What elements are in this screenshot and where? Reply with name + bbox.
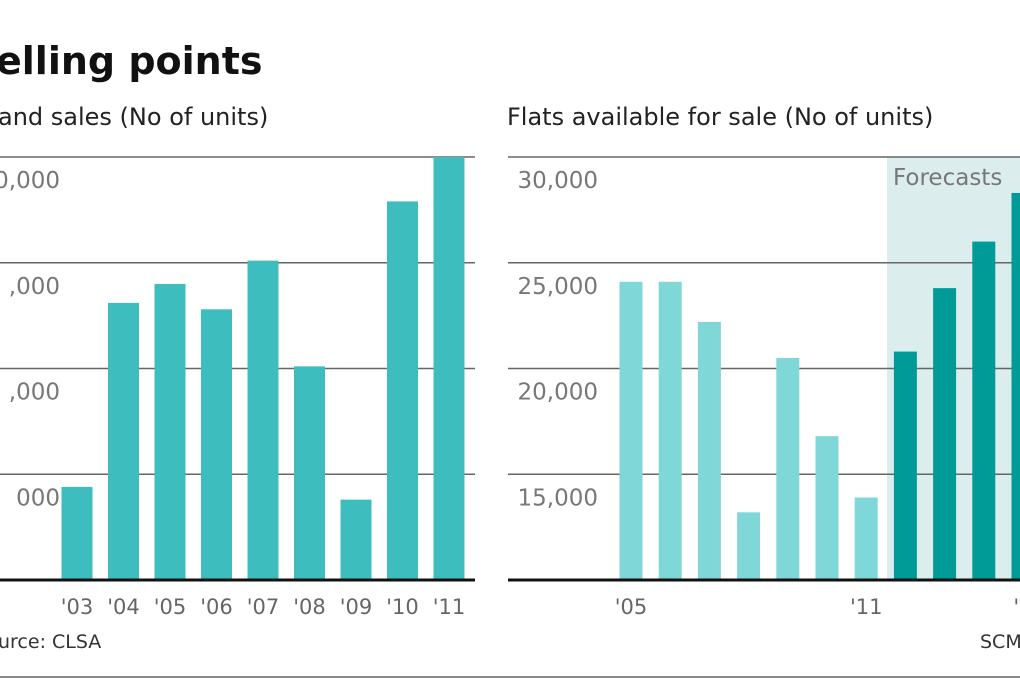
- bar-2012: [893, 351, 917, 580]
- bar-2013: [933, 288, 957, 580]
- x-tick-label: '10: [386, 595, 419, 619]
- source-left: urce: CLSA: [0, 631, 101, 653]
- bar-09: [340, 499, 372, 580]
- bar-2010: [815, 436, 839, 580]
- bar-08: [294, 366, 325, 580]
- x-tick-label: '03: [61, 595, 94, 619]
- y-tick-label: 30,000: [518, 168, 598, 194]
- y-tick-label: ,000: [9, 380, 60, 406]
- bar-2007: [697, 321, 721, 580]
- x-tick-label: '11: [433, 595, 466, 619]
- chart-title: elling points: [0, 39, 263, 83]
- x-tick-label: '11: [850, 595, 883, 619]
- bar-10: [387, 201, 418, 581]
- bar-06: [201, 309, 232, 580]
- bar-04: [108, 302, 139, 580]
- bar-2014: [972, 241, 996, 580]
- right-chart-title: Flats available for sale (No of units): [507, 103, 933, 131]
- forecast-label: Forecasts: [893, 165, 1002, 191]
- bar-05: [154, 283, 186, 580]
- bar-2006: [658, 281, 682, 580]
- bar-2011: [854, 497, 878, 580]
- bar-2015: [1011, 192, 1020, 580]
- bar-2008: [737, 512, 761, 580]
- y-tick-label: 25,000: [518, 274, 598, 300]
- x-tick-label: '05: [615, 595, 648, 619]
- bar-11: [433, 157, 465, 580]
- y-tick-label: 000: [16, 485, 60, 511]
- bar-2005: [619, 281, 643, 580]
- left-chart-title: and sales (No of units): [0, 103, 268, 131]
- right-chart: Forecasts 30,000 25,000 20,000 15,000 '05 '11 '…: [508, 156, 1020, 619]
- x-tick-label: '06: [200, 595, 233, 619]
- bar-03: [61, 486, 93, 580]
- bar-07: [247, 260, 279, 580]
- bar-2009: [776, 357, 800, 580]
- x-tick-label: '1: [1013, 595, 1020, 619]
- x-tick-label: '07: [247, 595, 280, 619]
- x-tick-label: '09: [340, 595, 373, 619]
- y-tick-label: ,000: [9, 274, 60, 300]
- source-right: SCM: [980, 631, 1020, 653]
- y-tick-label: 15,000: [518, 485, 598, 511]
- x-tick-label: '04: [107, 595, 140, 619]
- x-tick-label: '08: [293, 595, 326, 619]
- x-tick-label: '05: [154, 595, 187, 619]
- y-tick-label: 20,000: [518, 380, 598, 406]
- y-tick-label: 0,000: [0, 168, 60, 194]
- left-chart: 0,000 ,000 ,000 000 '03 '04 '05 '06 '07 '08 '09 '10…: [0, 156, 475, 619]
